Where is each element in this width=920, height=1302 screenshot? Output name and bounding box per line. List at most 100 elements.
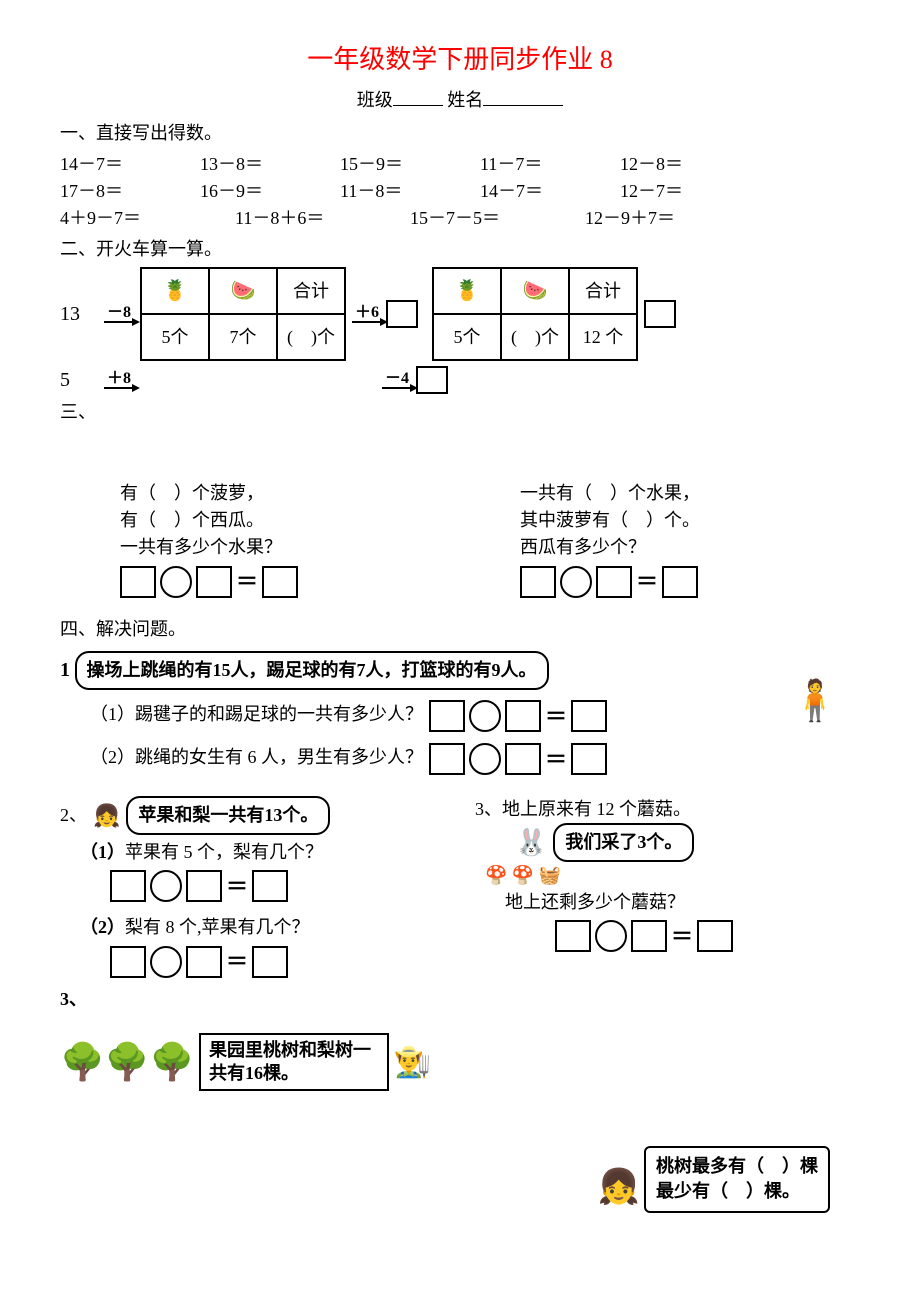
section-two-heading: 二、开火车算一算。	[60, 236, 860, 263]
problem-number: 2、	[60, 802, 87, 829]
watermelon-icon: 🍉	[501, 268, 569, 314]
answer-box[interactable]	[416, 366, 448, 394]
sub-question: （2）跳绳的女生有 6 人，男生有多少人？	[90, 744, 423, 771]
answer-line: 最少有（ ）棵。	[656, 1179, 818, 1204]
text-line: 地上原来有 12 个蘑菇。	[502, 799, 691, 819]
text-line: 其中菠萝有（ ）个。	[520, 507, 860, 534]
eq-row-3: 4＋9－7＝ 11－8＋6＝ 15－7－5＝ 12－9＋7＝	[60, 205, 860, 232]
arrow-op-icon: －8	[104, 305, 134, 323]
arrow-op-icon: －4	[382, 371, 412, 389]
problem-number: 1	[60, 659, 70, 681]
section-three-heading: 三、	[60, 399, 860, 426]
train-row-1: 13 －8 🍍 🍉 合计 5个 7个 ( )个 ＋6 🍍 🍉 合计 5个 ( )…	[60, 267, 860, 361]
watermelon-icon: 🍉	[209, 268, 277, 314]
sub-text: 梨有 8 个,苹果有几个？	[125, 917, 310, 937]
fruit-table-2: 🍍 🍉 合计 5个 ( )个 12 个	[432, 267, 638, 361]
speech-bubble: 果园里桃树和梨树一共有16棵。	[199, 1033, 389, 1092]
page-title: 一年级数学下册同步作业 8	[60, 40, 860, 79]
class-label: 班级	[357, 90, 393, 110]
sub-text: 苹果有 5 个，梨有几个？	[125, 842, 323, 862]
pineapple-icon: 🍍	[433, 268, 501, 314]
speech-bubble: 苹果和梨一共有13个。	[126, 796, 330, 835]
text-line: 西瓜有多少个？	[520, 534, 860, 561]
answer-box[interactable]	[644, 300, 676, 328]
name-label: 姓名	[447, 90, 483, 110]
answer-line: 桃树最多有（ ）棵	[656, 1154, 818, 1179]
equation-boxes[interactable]: ＝	[555, 920, 733, 953]
bunny-icon: 🐰	[515, 823, 547, 862]
equation: 11－7＝	[480, 151, 620, 178]
equation: 11－8＋6＝	[235, 205, 410, 232]
equation: 14－7＝	[480, 178, 620, 205]
equation: 13－8＝	[200, 151, 340, 178]
pineapple-icon: 🍍	[141, 268, 209, 314]
text-line: 地上还剩多少个蘑菇？	[505, 889, 860, 916]
sub-question: （1）踢毽子的和踢足球的一共有多少人？	[90, 701, 423, 728]
equation: 14－7＝	[60, 151, 200, 178]
girl-icon: 👧	[598, 1162, 640, 1213]
problem-number-extra: 3、	[60, 986, 860, 1013]
equation: 15－7－5＝	[410, 205, 585, 232]
section-one-heading: 一、直接写出得数。	[60, 120, 860, 147]
text-line: 一共有（ ）个水果，	[520, 480, 860, 507]
q3-right: 一共有（ ）个水果， 其中菠萝有（ ）个。 西瓜有多少个？ ＝	[520, 480, 860, 606]
peach-answer-block: 👧 桃树最多有（ ）棵 最少有（ ）棵。	[598, 1146, 830, 1212]
table-cell: 5个	[433, 314, 501, 360]
table-cell-blank[interactable]: ( )个	[501, 314, 569, 360]
train-start: 13	[60, 299, 100, 329]
equation: 11－8＝	[340, 178, 480, 205]
equation: 12－7＝	[620, 178, 760, 205]
equation: 16－9＝	[200, 178, 340, 205]
eq-row-2: 17－8＝ 16－9＝ 11－8＝ 14－7＝ 12－7＝	[60, 178, 860, 205]
table-cell: 5个	[141, 314, 209, 360]
equation: 12－9＋7＝	[585, 205, 760, 232]
question-3-columns: 有（ ）个菠萝， 有（ ）个西瓜。 一共有多少个水果？ ＝ 一共有（ ）个水果，…	[120, 480, 860, 606]
problem-number: 3、	[475, 799, 502, 819]
text-line: 有（ ）个西瓜。	[120, 507, 460, 534]
q4-problem-2: 2、 👧 苹果和梨一共有13个。 （1）苹果有 5 个，梨有几个？ ＝ （2）梨…	[60, 796, 445, 986]
table-cell: 12 个	[569, 314, 637, 360]
q4-problem-5: 🌳🌳🌳 果园里桃树和梨树一共有16棵。 👨‍🌾 👧 桃树最多有（ ）棵 最少有（…	[60, 1033, 860, 1213]
sub-label: （1）	[80, 842, 125, 862]
section-four-heading: 四、解决问题。	[60, 616, 860, 643]
answer-bubble: 桃树最多有（ ）棵 最少有（ ）棵。	[644, 1146, 830, 1212]
class-name-line: 班级 姓名	[60, 87, 860, 114]
total-header: 合计	[277, 268, 345, 314]
eq-row-1: 14－7＝ 13－8＝ 15－9＝ 11－7＝ 12－8＝	[60, 151, 860, 178]
q4-problem-3: 3、地上原来有 12 个蘑菇。 🐰 我们采了3个。 🍄 🍄 🧺 地上还剩多少个蘑…	[475, 796, 860, 961]
text-line: 一共有多少个水果？	[120, 534, 460, 561]
equation-boxes[interactable]: ＝	[120, 565, 298, 598]
equation-boxes[interactable]: ＝	[110, 945, 288, 978]
arrow-op-icon: ＋8	[104, 371, 134, 389]
text-line: 有（ ）个菠萝，	[120, 480, 460, 507]
table-cell-blank[interactable]: ( )个	[277, 314, 345, 360]
speech-bubble: 我们采了3个。	[553, 823, 694, 862]
tree-icon: 🌳🌳🌳	[60, 1035, 194, 1089]
equation-boxes[interactable]: ＝	[429, 700, 607, 733]
equation: 4＋9－7＝	[60, 205, 235, 232]
equation: 12－8＝	[620, 151, 760, 178]
boy-icon: 🧍	[790, 671, 840, 731]
answer-box[interactable]	[386, 300, 418, 328]
train-row-2: 5 ＋8 －4	[60, 365, 860, 395]
speech-bubble: 操场上跳绳的有15人，踢足球的有7人，打篮球的有9人。	[75, 651, 549, 690]
table-cell: 7个	[209, 314, 277, 360]
q4-problem-1: 1 操场上跳绳的有15人，踢足球的有7人，打篮球的有9人。 🧍 （1）踢毽子的和…	[60, 651, 860, 776]
sub-label: （2）	[80, 917, 125, 937]
name-blank[interactable]	[483, 87, 563, 106]
class-blank[interactable]	[393, 87, 443, 106]
equation-boxes[interactable]: ＝	[520, 565, 698, 598]
equation: 17－8＝	[60, 178, 200, 205]
train-start: 5	[60, 365, 100, 395]
total-header: 合计	[569, 268, 637, 314]
equation-boxes[interactable]: ＝	[429, 743, 607, 776]
equation-boxes[interactable]: ＝	[110, 870, 288, 903]
fruit-table-1: 🍍 🍉 合计 5个 7个 ( )个	[140, 267, 346, 361]
mushroom-icon: 🍄 🍄 🧺	[485, 862, 860, 889]
girl-face-icon: 👧	[93, 799, 120, 832]
arrow-op-icon: ＋6	[352, 305, 382, 323]
equation: 15－9＝	[340, 151, 480, 178]
farmer-icon: 👨‍🌾	[393, 1045, 430, 1078]
q3-left: 有（ ）个菠萝， 有（ ）个西瓜。 一共有多少个水果？ ＝	[120, 480, 460, 606]
q4-bottom-row: 2、 👧 苹果和梨一共有13个。 （1）苹果有 5 个，梨有几个？ ＝ （2）梨…	[60, 796, 860, 986]
